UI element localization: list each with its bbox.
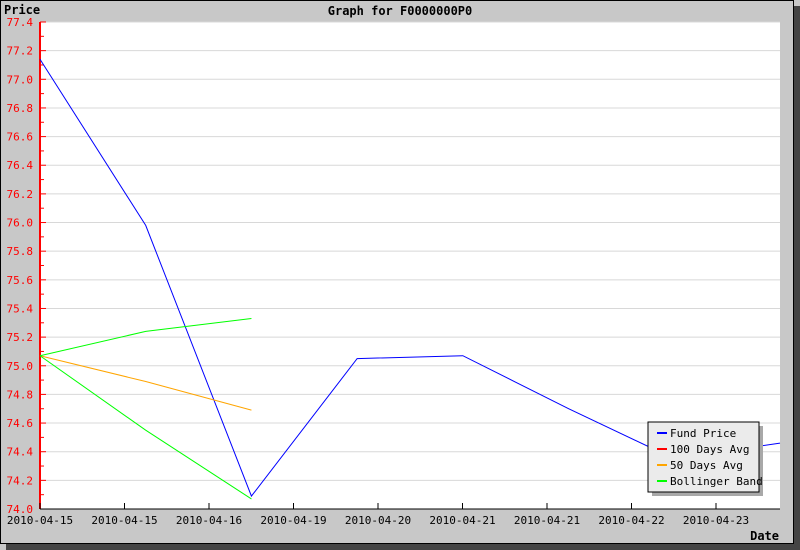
y-tick-label: 76.0 (7, 217, 34, 230)
chart-title: Graph for F0000000P0 (327, 4, 473, 18)
y-tick-label: 77.2 (7, 45, 34, 58)
y-tick-label: 76.4 (7, 159, 34, 172)
legend-label: Fund Price (670, 427, 736, 440)
y-tick-label: 75.2 (7, 331, 34, 344)
x-tick-label: 2010-04-23 (683, 514, 749, 527)
legend-label: 50 Days Avg (670, 459, 743, 472)
y-tick-label: 75.4 (7, 302, 34, 315)
y-tick-label: 74.6 (7, 417, 34, 430)
y-tick-label: 74.4 (7, 446, 34, 459)
x-tick-label: 2010-04-22 (598, 514, 664, 527)
x-axis-label: Date (750, 529, 779, 543)
y-tick-label: 74.0 (7, 503, 34, 516)
y-tick-label: 74.8 (7, 388, 34, 401)
y-tick-label: 75.6 (7, 274, 34, 287)
y-tick-label: 76.2 (7, 188, 34, 201)
legend-label: Bollinger Band (670, 475, 763, 488)
y-tick-label: 75.8 (7, 245, 34, 258)
x-tick-label: 2010-04-21 (429, 514, 495, 527)
y-tick-label: 77.0 (7, 73, 34, 86)
y-axis-label: Price (4, 3, 40, 17)
x-tick-label: 2010-04-15 (91, 514, 157, 527)
legend-label: 100 Days Avg (670, 443, 749, 456)
y-tick-label: 74.2 (7, 474, 34, 487)
y-tick-label: 76.6 (7, 131, 34, 144)
x-tick-label: 2010-04-19 (260, 514, 326, 527)
x-tick-label: 2010-04-20 (345, 514, 411, 527)
x-tick-label: 2010-04-15 (7, 514, 73, 527)
x-tick-label: 2010-04-16 (176, 514, 242, 527)
x-tick-label: 2010-04-21 (514, 514, 580, 527)
y-tick-label: 75.0 (7, 360, 34, 373)
y-tick-label: 77.4 (7, 16, 34, 29)
y-tick-label: 76.8 (7, 102, 34, 115)
